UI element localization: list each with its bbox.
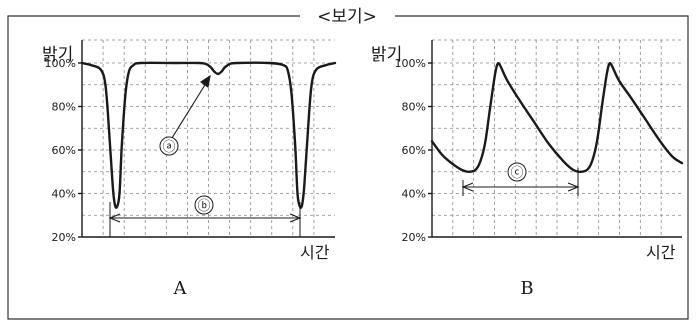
y-tick-label-a-40: 40% — [52, 188, 76, 201]
x-label-b: 시간 — [646, 243, 676, 262]
annotation-c-circle — [507, 162, 527, 182]
annotation-b-circle — [194, 195, 214, 215]
y-tick-label-a-20: 20% — [52, 231, 76, 244]
series-line-b — [430, 61, 684, 173]
panel-a: 20% 40% 60% 80% 100% 밝기 시간 ⓐ ⓑ A — [42, 39, 337, 299]
annotation-c: ⓒ — [510, 166, 523, 181]
span-arrowhead-b-left — [108, 213, 121, 223]
y-tick-label-a-100: 100% — [45, 57, 76, 70]
x-label-a: 시간 — [300, 243, 330, 262]
annotation-b: ⓑ — [197, 199, 210, 214]
span-arrowhead-c-right — [567, 182, 580, 192]
grid-b — [432, 39, 682, 237]
panel-b: 20% 40% 60% 80% 100% 밝기 시간 ⓒ B — [371, 39, 684, 299]
span-arrowhead-c-left — [461, 182, 474, 192]
caption-b: B — [520, 278, 533, 299]
caption-a: A — [173, 278, 188, 299]
outer-frame — [7, 15, 689, 320]
y-tick-label-b-60: 60% — [402, 144, 426, 157]
y-label-a: 밝기 — [42, 45, 73, 65]
y-ticks-b: 20% 40% 60% 80% 100% — [395, 57, 432, 244]
annotation-a-circle — [159, 136, 179, 156]
annotation-a: ⓐ — [162, 140, 175, 155]
pointer-a — [171, 79, 209, 139]
y-ticks-a: 20% 40% 60% 80% 100% — [45, 57, 82, 244]
y-tick-label-b-80: 80% — [402, 101, 426, 114]
pointer-arrowhead-a — [200, 74, 211, 88]
y-label-b: 밝기 — [371, 45, 402, 65]
figure-title: <보기> — [317, 7, 377, 27]
y-tick-label-a-60: 60% — [52, 144, 76, 157]
y-tick-label-b-100: 100% — [395, 57, 426, 70]
series-line-a — [80, 61, 337, 209]
span-arrowhead-b-right — [289, 213, 302, 223]
y-tick-label-b-20: 20% — [402, 231, 426, 244]
y-tick-label-b-40: 40% — [402, 188, 426, 201]
y-tick-label-a-80: 80% — [52, 101, 76, 114]
